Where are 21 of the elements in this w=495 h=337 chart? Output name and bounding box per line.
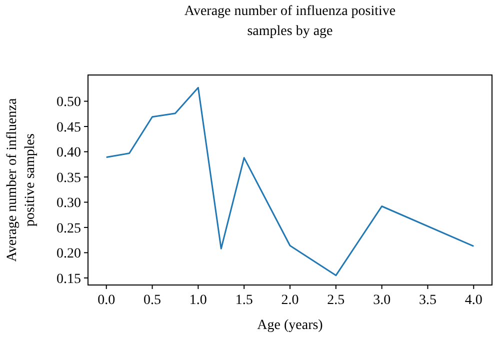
chart-title: Average number of influenza positive samples by age bbox=[184, 4, 396, 39]
y-tick-label: 0.25 bbox=[56, 221, 81, 236]
y-tick-label: 0.30 bbox=[56, 196, 81, 212]
y-tick-label: 0.40 bbox=[56, 146, 81, 161]
x-tick-label: 0.5 bbox=[144, 293, 162, 308]
x-tick-label: 3.5 bbox=[418, 293, 436, 308]
x-tick-label: 0.0 bbox=[98, 293, 116, 308]
x-tick-label: 2.5 bbox=[327, 293, 345, 308]
y-tick-label: 0.20 bbox=[56, 246, 81, 262]
x-tick-label: 1.5 bbox=[235, 293, 253, 308]
y-axis-title: Average number of influenza positive samples bbox=[5, 98, 38, 262]
x-tick-label: 2.0 bbox=[281, 293, 299, 308]
y-tick-label: 0.15 bbox=[56, 272, 81, 287]
x-tick-label: 3.0 bbox=[373, 293, 391, 308]
line-series bbox=[106, 86, 474, 276]
x-tick-label: 1.0 bbox=[189, 293, 207, 308]
x-tick-label: 4.0 bbox=[464, 293, 482, 308]
x-axis-title: Age (years) bbox=[257, 318, 324, 333]
y-tick-label: 0.50 bbox=[56, 95, 81, 110]
y-tick-label: 0.45 bbox=[56, 120, 81, 136]
y-tick-label: 0.35 bbox=[56, 170, 81, 186]
